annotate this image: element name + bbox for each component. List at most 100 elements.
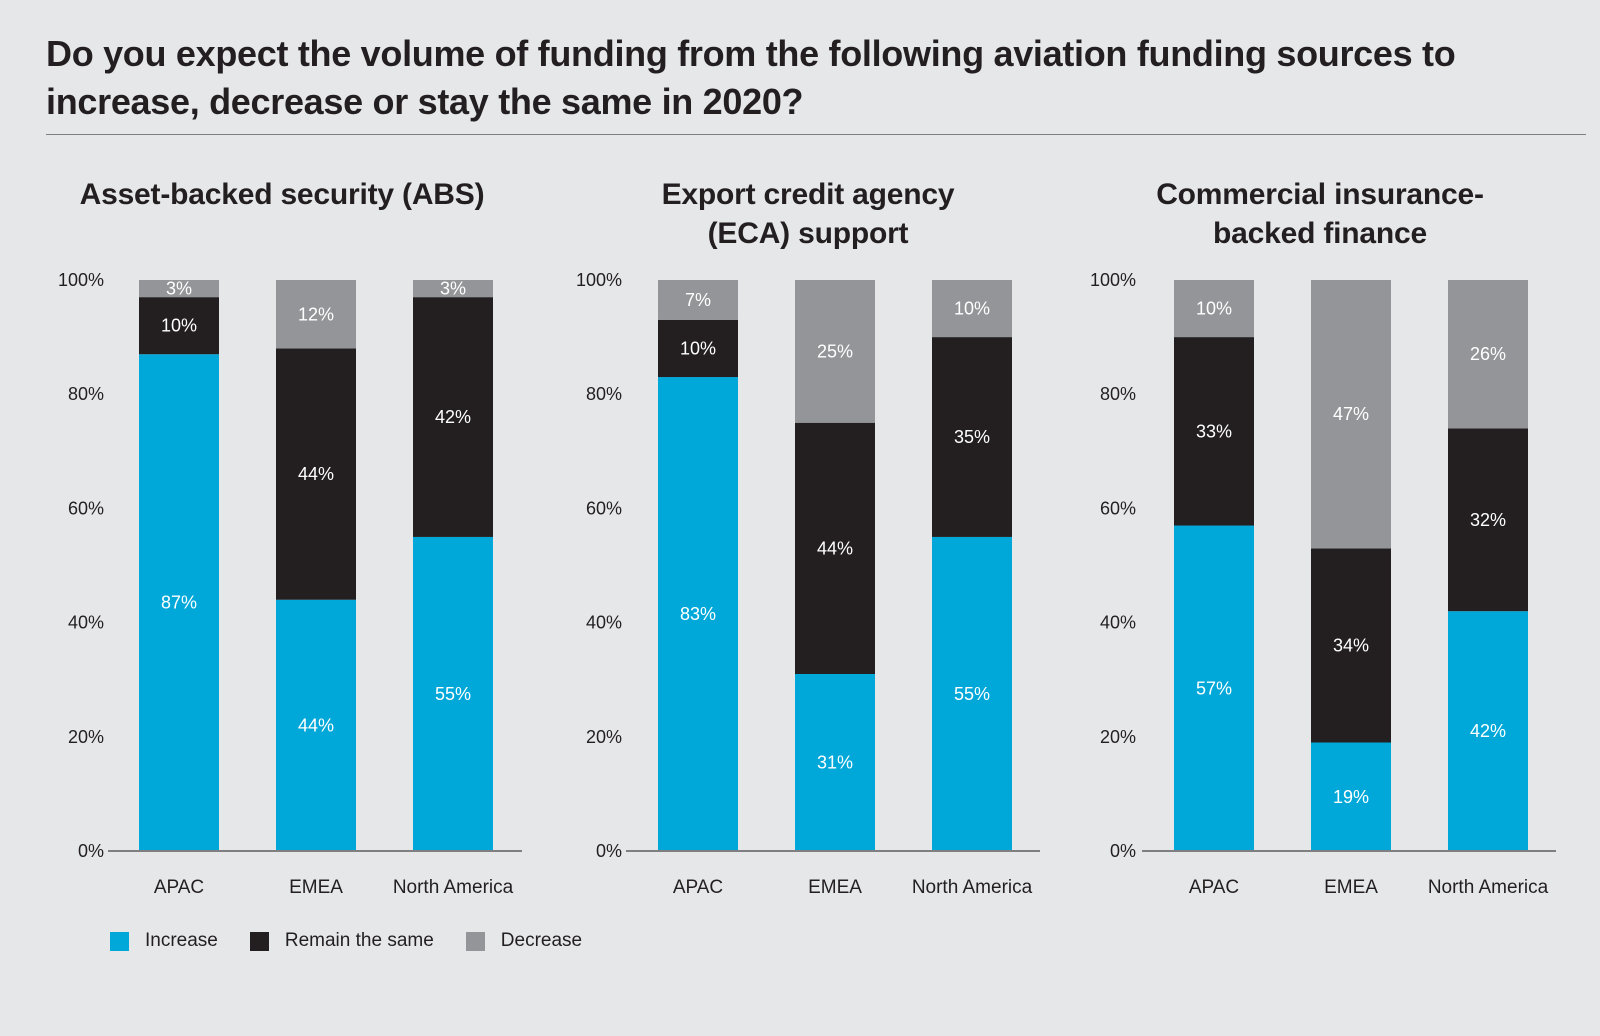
- bar-segment-decrease: [1448, 280, 1528, 429]
- data-label: 44%: [298, 464, 334, 484]
- data-label: 10%: [161, 316, 197, 336]
- bar-segment-increase: [1174, 525, 1254, 851]
- y-tick-label: 20%: [586, 727, 622, 747]
- legend: Increase Remain the same Decrease: [110, 930, 614, 952]
- data-label: 7%: [685, 290, 711, 310]
- x-category-label: APAC: [154, 877, 204, 898]
- y-tick-label: 100%: [576, 270, 622, 290]
- y-tick-label: 20%: [1100, 727, 1136, 747]
- data-label: 19%: [1333, 787, 1369, 807]
- legend-swatch-increase: [110, 931, 129, 951]
- data-label: 42%: [1470, 721, 1506, 741]
- data-label: 55%: [435, 684, 471, 704]
- legend-swatch-decrease: [465, 931, 485, 951]
- bar-segment-decrease: [1311, 280, 1391, 549]
- legend-swatch-remain: [249, 931, 269, 951]
- y-tick-label: 20%: [68, 727, 104, 747]
- data-label: 26%: [1470, 344, 1506, 364]
- data-label: 3%: [440, 279, 466, 299]
- y-tick-label: 100%: [1090, 270, 1136, 290]
- data-label: 55%: [954, 684, 990, 704]
- chart-title-abs-text: Asset-backed security (ABS): [79, 178, 485, 211]
- bar-segment-decrease: [795, 280, 875, 423]
- data-label: 10%: [680, 339, 716, 359]
- y-tick-label: 40%: [586, 613, 622, 633]
- x-category-label: EMEA: [808, 877, 862, 898]
- data-label: 10%: [1196, 299, 1232, 319]
- bar-segment-increase: [795, 673, 875, 851]
- x-category-label: APAC: [1189, 877, 1239, 898]
- bar-segment-remain: [795, 422, 875, 674]
- bar-segment-remain: [932, 337, 1012, 537]
- chart-title-cib-line2: backed finance: [1213, 217, 1427, 250]
- chart-title-eca-line2: (ECA) support: [707, 217, 909, 250]
- bar-segment-remain: [1448, 428, 1528, 612]
- bar-segment-remain: [276, 348, 356, 600]
- title-divider: [46, 134, 1586, 135]
- y-tick-label: 60%: [68, 498, 104, 518]
- y-tick-label: 80%: [586, 384, 622, 404]
- bar-segment-increase: [139, 354, 219, 851]
- data-label: 12%: [298, 304, 334, 324]
- bar-segment-decrease: [1174, 280, 1254, 338]
- x-category-label: North America: [912, 877, 1033, 898]
- chart-title-eca: Export credit agency (ECA) support: [568, 175, 1048, 253]
- x-category-label: EMEA: [1324, 877, 1378, 898]
- bar-segment-increase: [658, 377, 738, 851]
- x-category-label: EMEA: [289, 877, 343, 898]
- data-label: 34%: [1333, 635, 1369, 655]
- y-tick-label: 80%: [68, 384, 104, 404]
- data-label: 44%: [817, 538, 853, 558]
- data-label: 31%: [817, 752, 853, 772]
- y-tick-label: 40%: [68, 613, 104, 633]
- data-label: 87%: [161, 593, 197, 613]
- data-label: 25%: [817, 341, 853, 361]
- bar-segment-increase: [413, 536, 493, 851]
- bar-segment-increase: [1311, 742, 1391, 851]
- bar-segment-increase: [276, 599, 356, 851]
- bar-segment-remain: [1174, 337, 1254, 526]
- data-label: 57%: [1196, 678, 1232, 698]
- x-category-label: APAC: [673, 877, 723, 898]
- data-label: 47%: [1333, 404, 1369, 424]
- legend-label-decrease: Decrease: [500, 930, 583, 951]
- bar-segment-decrease: [932, 280, 1012, 338]
- bar-segment-decrease: [276, 280, 356, 349]
- legend-item-increase: Increase: [110, 930, 218, 952]
- chart-title-eca-line1: Export credit agency: [661, 178, 955, 211]
- chart-title-cib-line1: Commercial insurance-: [1156, 178, 1484, 211]
- y-tick-label: 0%: [596, 841, 622, 861]
- bar-segment-increase: [932, 536, 1012, 851]
- legend-item-remain: Remain the same: [249, 930, 434, 952]
- y-tick-label: 40%: [1100, 613, 1136, 633]
- chart-title-abs: Asset-backed security (ABS): [42, 175, 522, 214]
- chart-title-cib: Commercial insurance- backed finance: [1080, 175, 1560, 253]
- data-label: 35%: [954, 427, 990, 447]
- data-label: 10%: [954, 299, 990, 319]
- bar-segment-remain: [658, 319, 738, 378]
- bar-segment-remain: [139, 297, 219, 355]
- y-tick-label: 60%: [1100, 498, 1136, 518]
- legend-label-increase: Increase: [145, 930, 218, 951]
- bar-segment-increase: [1448, 611, 1528, 851]
- legend-label-remain: Remain the same: [284, 930, 434, 951]
- y-tick-label: 0%: [1110, 841, 1136, 861]
- bar-segment-remain: [1311, 548, 1391, 743]
- y-tick-label: 60%: [586, 498, 622, 518]
- data-label: 32%: [1470, 510, 1506, 530]
- data-label: 3%: [166, 279, 192, 299]
- bar-segment-decrease: [413, 280, 493, 298]
- y-tick-label: 0%: [78, 841, 104, 861]
- x-category-label: North America: [393, 877, 514, 898]
- data-label: 44%: [298, 715, 334, 735]
- data-label: 83%: [680, 604, 716, 624]
- y-tick-label: 80%: [1100, 384, 1136, 404]
- legend-item-decrease: Decrease: [465, 930, 583, 952]
- y-tick-label: 100%: [58, 270, 104, 290]
- bar-segment-decrease: [658, 280, 738, 320]
- data-label: 33%: [1196, 421, 1232, 441]
- main-title: Do you expect the volume of funding from…: [46, 33, 1456, 122]
- data-label: 42%: [435, 407, 471, 427]
- x-category-label: North America: [1428, 877, 1549, 898]
